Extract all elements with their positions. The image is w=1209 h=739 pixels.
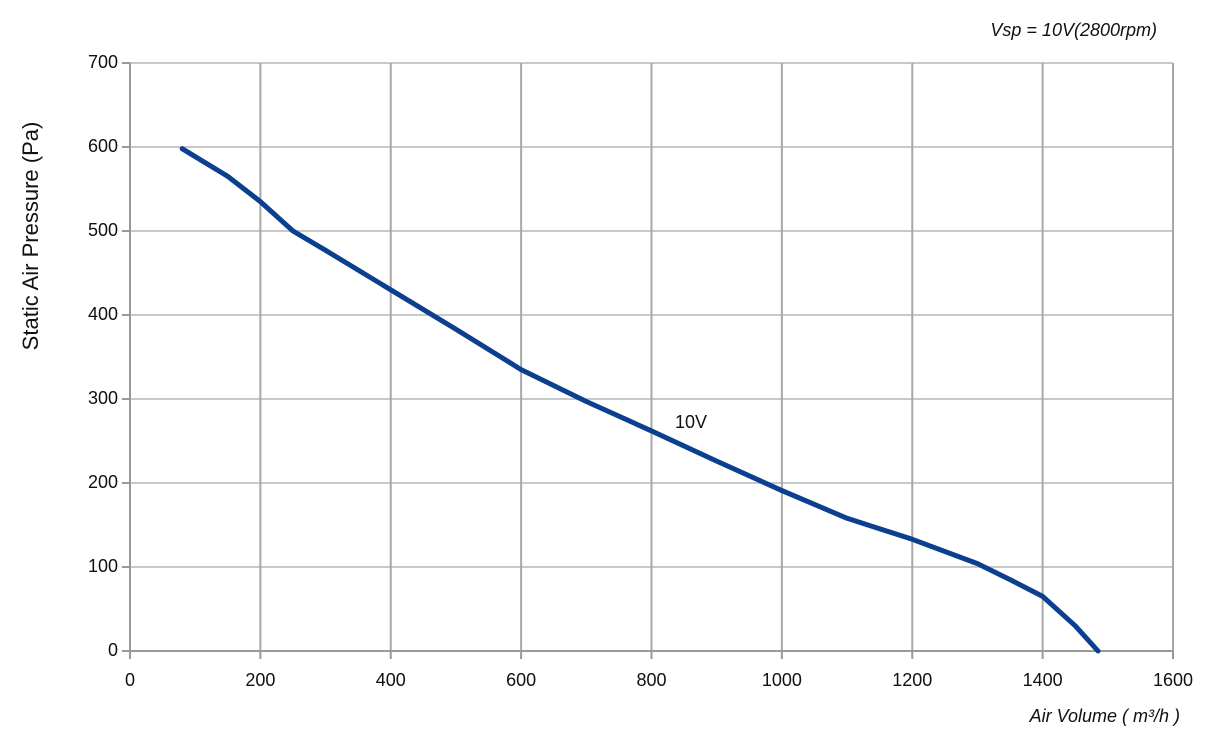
x-tick-label: 200 xyxy=(245,670,275,690)
x-tick-label: 1600 xyxy=(1153,670,1193,690)
series-line xyxy=(179,146,1101,654)
annotation: 10V xyxy=(675,412,707,432)
y-tick-label: 100 xyxy=(88,556,118,576)
y-tick-label: 200 xyxy=(88,472,118,492)
x-tick-label: 600 xyxy=(506,670,536,690)
chart-title: Vsp = 10V(2800rpm) xyxy=(990,20,1157,40)
y-tick-label: 500 xyxy=(88,220,118,240)
x-tick-label: 800 xyxy=(636,670,666,690)
x-tick-label: 1000 xyxy=(762,670,802,690)
y-tick-label: 400 xyxy=(88,304,118,324)
y-tick-label: 600 xyxy=(88,136,118,156)
x-tick-label: 1200 xyxy=(892,670,932,690)
x-tick-label: 0 xyxy=(125,670,135,690)
x-axis-label: Air Volume ( m³/h ) xyxy=(1029,706,1180,726)
x-tick-label: 1400 xyxy=(1023,670,1063,690)
x-tick-label: 400 xyxy=(376,670,406,690)
y-tick-label: 300 xyxy=(88,388,118,408)
y-axis-label: Static Air Pressure (Pa) xyxy=(18,122,43,351)
y-tick-label: 0 xyxy=(108,640,118,660)
y-tick-label: 700 xyxy=(88,52,118,72)
